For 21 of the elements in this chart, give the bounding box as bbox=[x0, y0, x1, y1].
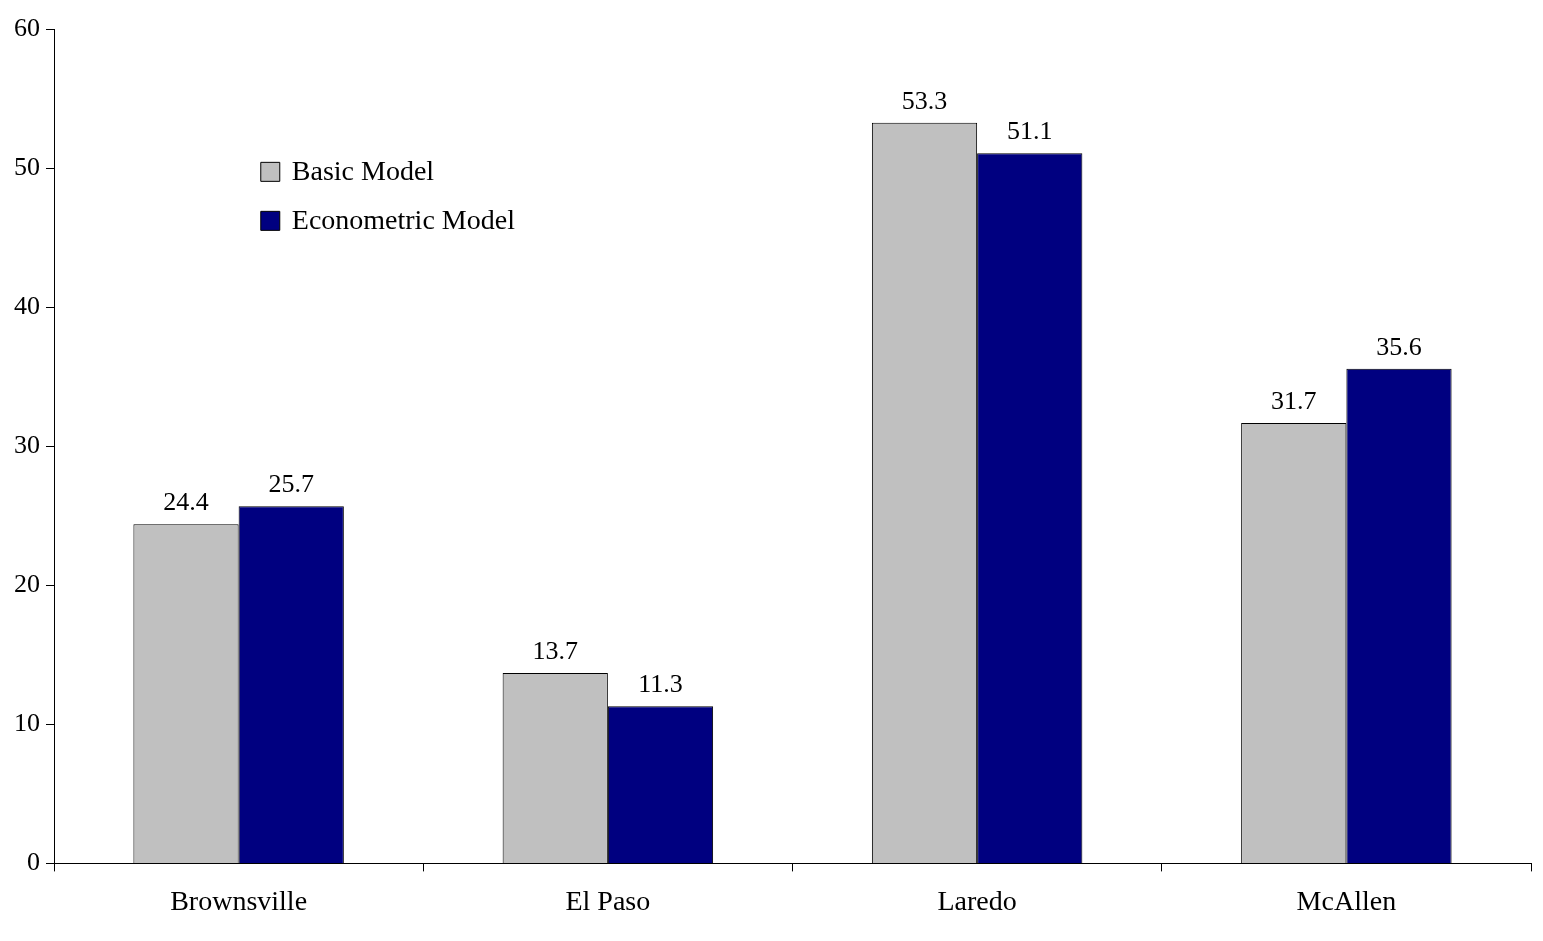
data-label: 35.6 bbox=[1376, 331, 1422, 361]
x-tick-label: El Paso bbox=[565, 884, 651, 916]
x-tick-label: Brownsville bbox=[170, 884, 308, 916]
x-tick-label: Laredo bbox=[937, 884, 1017, 916]
data-label: 24.4 bbox=[163, 487, 209, 517]
y-tick-label: 10 bbox=[14, 708, 40, 738]
data-label: 53.3 bbox=[901, 85, 948, 115]
data-label: 31.7 bbox=[1271, 385, 1317, 415]
data-label: 51.1 bbox=[1006, 116, 1053, 146]
y-tick-label: 30 bbox=[14, 430, 40, 460]
legend-label: Basic Model bbox=[291, 154, 435, 186]
data-label: 13.7 bbox=[532, 635, 579, 665]
y-tick-label: 50 bbox=[14, 152, 40, 182]
x-tick-label: McAllen bbox=[1296, 884, 1397, 916]
y-tick-label: 0 bbox=[27, 847, 40, 877]
data-label: 11.3 bbox=[638, 669, 683, 699]
y-tick-label: 20 bbox=[14, 569, 40, 599]
y-tick-label: 40 bbox=[14, 291, 40, 321]
legend-label: Econometric Model bbox=[291, 203, 516, 235]
y-tick-label: 60 bbox=[14, 13, 40, 43]
data-label: 25.7 bbox=[268, 469, 314, 499]
